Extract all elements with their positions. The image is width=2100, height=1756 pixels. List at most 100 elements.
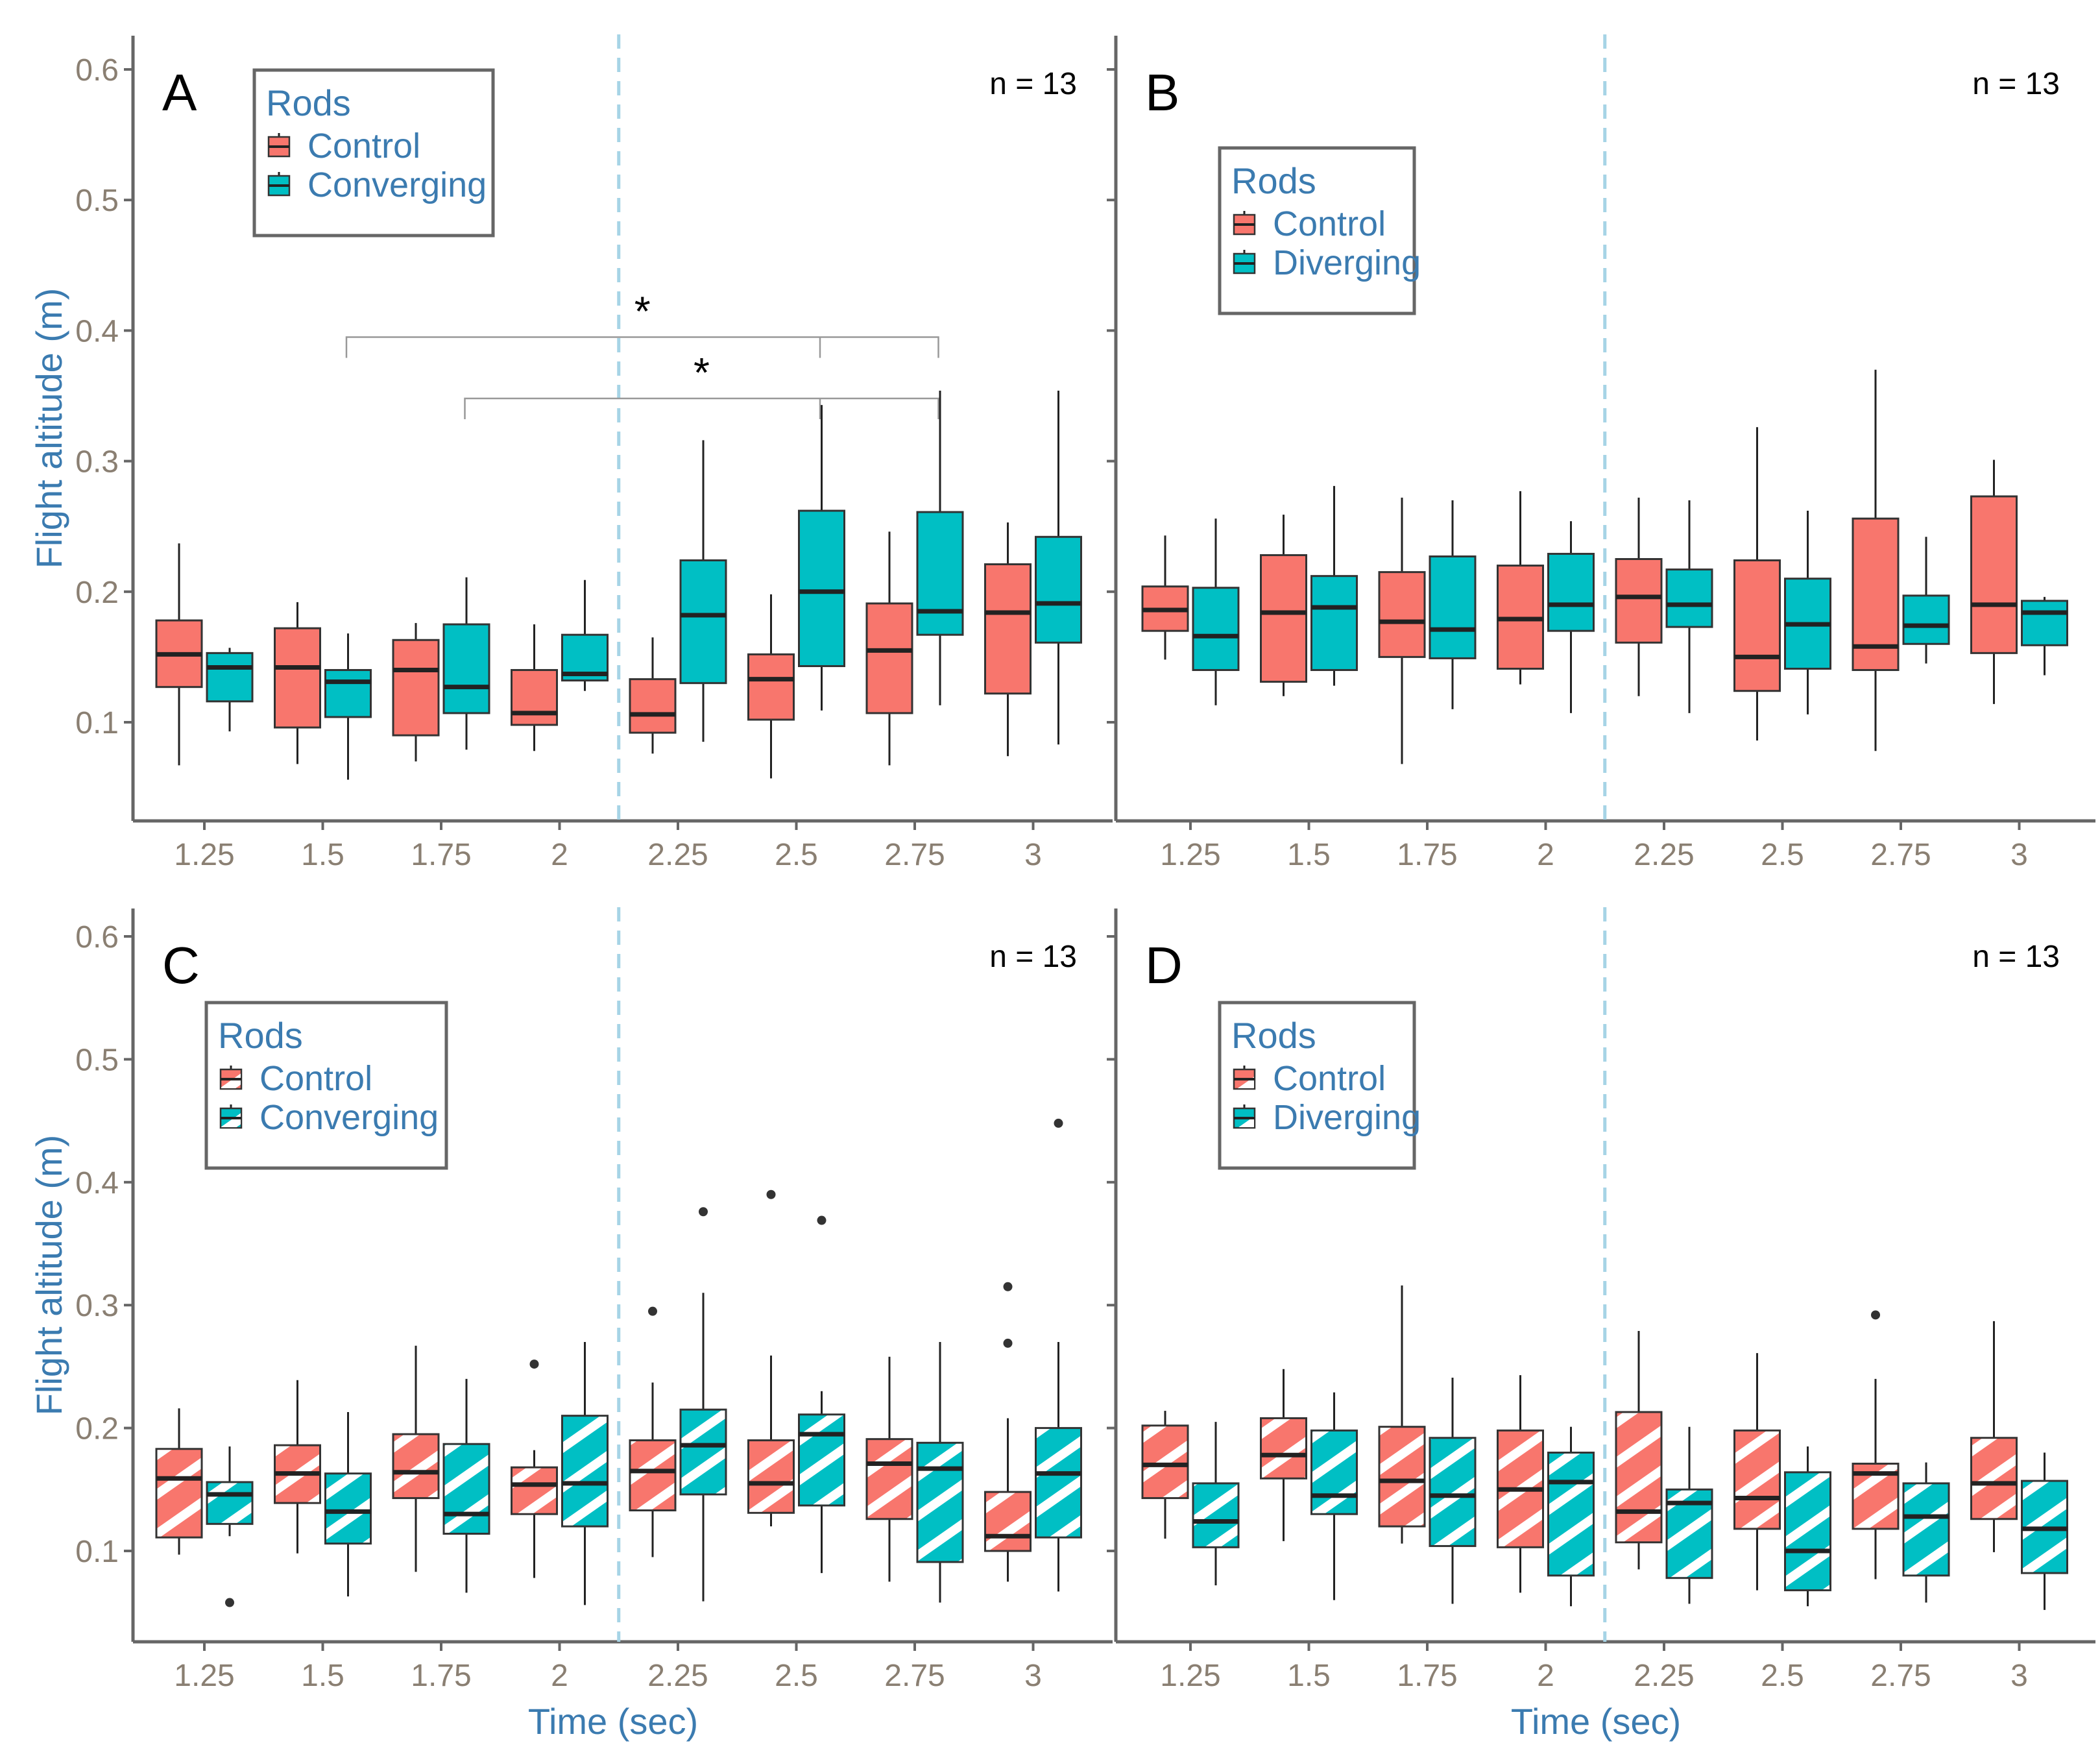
box-diverging-2 xyxy=(1547,1426,1595,1607)
legend-title: Rods xyxy=(218,1015,303,1056)
box-body xyxy=(1733,559,1781,692)
box-body xyxy=(1970,495,2018,654)
box-converging-3 xyxy=(1035,390,1082,745)
box-body xyxy=(1615,558,1663,644)
significance-bracket: * xyxy=(464,349,939,420)
box-hatch xyxy=(631,1441,675,1509)
box-diverging-3 xyxy=(2021,596,2068,676)
box-body xyxy=(1547,552,1595,632)
box-diverging-3 xyxy=(2021,1452,2068,1610)
n-label: n = 13 xyxy=(989,67,1077,101)
x-tick-label: 1.5 xyxy=(1287,838,1331,872)
box-control-2.5 xyxy=(747,1189,795,1527)
panel-A: 0.1 0.2 0.3 0.4 0.5 0.6 1.25 1.5 1.75 2 2.25 2.5 2.7… xyxy=(29,34,1113,872)
box-body xyxy=(679,559,727,685)
box-hatch xyxy=(444,1445,489,1533)
box-body xyxy=(511,669,558,726)
box-body xyxy=(629,678,677,734)
box-diverging-1.5 xyxy=(1310,485,1358,686)
x-tick-label: 2 xyxy=(1537,1659,1554,1693)
n-label: n = 13 xyxy=(1972,67,2060,101)
box-hatch xyxy=(1143,1426,1187,1498)
box-diverging-1.25 xyxy=(1192,518,1240,705)
n-label: n = 13 xyxy=(989,940,1077,974)
x-tick-label: 3 xyxy=(1024,1659,1042,1693)
x-tick-label: 1.75 xyxy=(411,1659,471,1693)
box-hatch xyxy=(918,1443,962,1561)
panel-D: 1.25 1.5 1.75 2 2.25 2.5 2.75 3 D n = 13 Time (sec… xyxy=(1107,907,2095,1742)
box-hatch xyxy=(1312,1431,1356,1513)
box-control-2 xyxy=(1497,491,1544,685)
box-body xyxy=(865,602,913,714)
y-axis-title: Flight altitude (m) xyxy=(29,1135,69,1416)
box-converging-2 xyxy=(561,1342,609,1605)
outlier-point xyxy=(1054,1118,1063,1128)
legend-label: Control xyxy=(1273,1059,1386,1098)
legend-title: Rods xyxy=(1231,160,1316,201)
box-hatch xyxy=(867,1440,911,1518)
legend-label: Converging xyxy=(308,165,487,204)
box-diverging-1.75 xyxy=(1429,1377,1477,1604)
x-tick-label: 2 xyxy=(551,1659,568,1693)
box-hatch xyxy=(563,1417,607,1526)
box-converging-2.5 xyxy=(798,1215,845,1574)
box-body xyxy=(274,627,321,729)
x-tick-label: 1.75 xyxy=(411,838,471,872)
x-tick-label: 2.75 xyxy=(884,1659,945,1693)
x-tick-label: 2.25 xyxy=(1634,838,1694,872)
box-diverging-1.75 xyxy=(1429,500,1477,709)
x-tick-label: 2 xyxy=(551,838,568,872)
box-hatch xyxy=(986,1493,1030,1550)
box-converging-2.75 xyxy=(916,1342,964,1603)
box-hatch xyxy=(1037,1429,1080,1537)
y-tick-label: 0.1 xyxy=(75,706,119,740)
box-converging-1.25 xyxy=(206,648,254,732)
box-diverging-2.75 xyxy=(1902,537,1950,664)
x-axis-title: Time (sec) xyxy=(1511,1701,1681,1742)
box-body xyxy=(1310,575,1358,672)
box-diverging-2.5 xyxy=(1784,1446,1831,1607)
box-hatch xyxy=(1262,1419,1305,1478)
x-tick-label: 1.25 xyxy=(1160,838,1220,872)
x-tick-label: 1.75 xyxy=(1397,838,1457,872)
box-body xyxy=(1665,568,1713,628)
box-hatch xyxy=(1549,1453,1593,1575)
box-control-2.25 xyxy=(1615,497,1663,696)
y-tick-label: 0.6 xyxy=(75,53,119,88)
significance-star: * xyxy=(694,349,710,396)
box-body xyxy=(2021,600,2068,646)
box-control-2.25 xyxy=(629,637,677,754)
box-body xyxy=(1902,594,1950,645)
box-body xyxy=(442,623,490,714)
x-tick-label: 1.25 xyxy=(1160,1659,1220,1693)
outlier-point xyxy=(648,1306,657,1316)
box-hatch xyxy=(681,1410,725,1494)
legend-label: Diverging xyxy=(1273,1098,1421,1137)
box-body xyxy=(916,511,964,636)
y-tick-label: 0.6 xyxy=(75,920,119,955)
x-tick-label: 1.75 xyxy=(1397,1659,1457,1693)
outlier-point xyxy=(1871,1310,1880,1320)
box-diverging-1.5 xyxy=(1310,1392,1358,1600)
legend-frame xyxy=(204,1001,448,1170)
box-control-2.75 xyxy=(865,1356,913,1582)
panel-letter: B xyxy=(1145,64,1179,121)
y-tick-label: 0.5 xyxy=(75,184,119,218)
box-diverging-2.75 xyxy=(1902,1462,1950,1603)
x-tick-label: 2.25 xyxy=(647,838,708,872)
legend-title: Rods xyxy=(266,82,351,123)
legend-label: Diverging xyxy=(1273,243,1421,282)
box-body xyxy=(1035,535,1082,644)
box-control-1.75 xyxy=(392,1345,440,1572)
x-tick-label: 2.25 xyxy=(1634,1659,1694,1693)
box-hatch xyxy=(157,1450,201,1537)
outlier-point xyxy=(699,1207,708,1217)
x-tick-label: 2 xyxy=(1537,838,1554,872)
box-control-2.75 xyxy=(1852,369,1900,751)
panel-letter: D xyxy=(1145,936,1183,994)
panel-C: 0.1 0.2 0.3 0.4 0.5 0.6 1.25 1.5 1.75 2 2.25 2.5 2.7… xyxy=(29,907,1113,1742)
box-control-2.75 xyxy=(1852,1310,1900,1579)
panel-letter: A xyxy=(162,64,197,121)
box-body xyxy=(1192,587,1240,672)
